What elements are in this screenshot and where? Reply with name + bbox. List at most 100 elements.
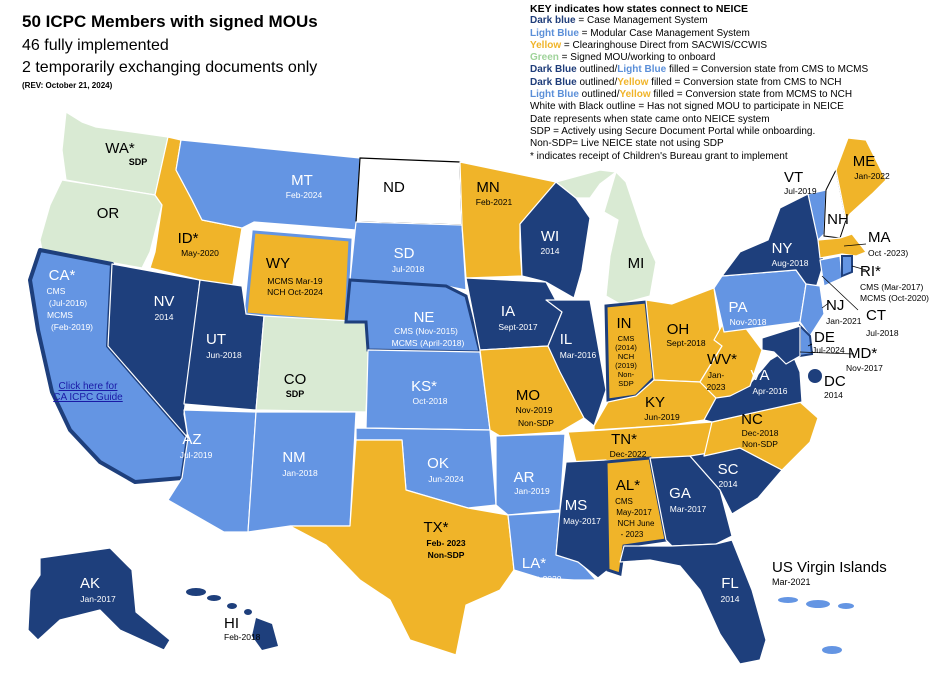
- key-line-cms-nch: Dark Blue outlined/Yellow filled = Conve…: [530, 76, 842, 88]
- implemented-count: 46 fully implemented: [22, 37, 169, 54]
- state-nj[interactable]: [799, 283, 825, 337]
- key-line-green: Green = Signed MOU/working to onboard: [530, 52, 716, 64]
- vt-abbr: VT: [784, 169, 803, 186]
- state-va[interactable]: [703, 347, 803, 423]
- ak-abbr: AK: [80, 575, 100, 592]
- ca-icpc-guide-link[interactable]: Click here for CA ICPC Guide: [53, 381, 123, 403]
- ut-date: Jun-2018: [206, 350, 242, 360]
- state-hi[interactable]: [186, 588, 278, 650]
- ma-abbr: MA: [868, 229, 891, 246]
- state-tx[interactable]: [289, 439, 515, 656]
- dc-date: 2014: [824, 390, 843, 400]
- key-line-non-sdp: Non-SDP= Live NEICE state not using SDP: [530, 138, 724, 150]
- in-line1: CMS: [618, 334, 635, 343]
- state-dc[interactable]: [808, 369, 822, 383]
- ks-date: Oct-2018: [413, 396, 448, 406]
- ut-abbr: UT: [206, 331, 226, 348]
- wy-line2: NCH Oct-2024: [267, 287, 323, 297]
- id-date: May-2020: [181, 248, 219, 258]
- pa-date: Nov-2018: [730, 317, 767, 327]
- in-line5: Non-: [618, 370, 635, 379]
- state-in[interactable]: [604, 300, 656, 402]
- ia-abbr: IA: [501, 303, 515, 320]
- state-co[interactable]: [255, 315, 371, 413]
- vt-date: Jul-2019: [784, 186, 817, 196]
- wy-abbr: WY: [266, 255, 290, 272]
- mn-abbr: MN: [476, 179, 499, 196]
- temporary-count: 2 temporarily exchanging documents only: [22, 59, 318, 76]
- ne-line2: MCMS (April-2018): [392, 338, 465, 348]
- co-sdp: SDP: [286, 389, 305, 399]
- wa-sdp: SDP: [129, 157, 148, 167]
- al-line4: - 2023: [621, 530, 644, 539]
- va-abbr: VA: [751, 367, 770, 384]
- sd-date: Jul-2018: [392, 264, 425, 274]
- state-nh[interactable]: [823, 168, 847, 239]
- la-abbr: LA*: [522, 555, 546, 572]
- nj-date: Jan-2021: [826, 316, 862, 326]
- state-nc[interactable]: [703, 401, 819, 471]
- state-ct[interactable]: [819, 255, 843, 287]
- al-abbr: AL*: [616, 477, 640, 494]
- virgin-islands[interactable]: [778, 597, 854, 654]
- ca-line2: (Jul-2016): [49, 298, 87, 308]
- state-ri[interactable]: [841, 255, 853, 278]
- tn-abbr: TN*: [611, 431, 637, 448]
- la-date: Oct-2020: [527, 574, 562, 584]
- id-abbr: ID*: [178, 230, 199, 247]
- state-sd[interactable]: [349, 221, 467, 291]
- ok-abbr: OK: [427, 455, 449, 472]
- oh-abbr: OH: [667, 321, 690, 338]
- state-md[interactable]: [761, 325, 801, 365]
- state-fl[interactable]: [619, 539, 767, 665]
- ca-line3: MCMS: [47, 310, 73, 320]
- sc-date: 2014: [719, 479, 738, 489]
- virgin-islands-date: Mar-2021: [772, 577, 811, 587]
- wv-line1: Jan-: [708, 370, 725, 380]
- ma-date: Oct -2023): [868, 248, 908, 258]
- tx-line2: Non-SDP: [428, 550, 465, 560]
- key-title: KEY indicates how states connect to NEIC…: [530, 3, 749, 15]
- hi-abbr: HI: [224, 615, 239, 632]
- mi-abbr: MI: [628, 255, 645, 272]
- nd-abbr: ND: [383, 179, 405, 196]
- sc-abbr: SC: [718, 461, 739, 478]
- state-mn[interactable]: [459, 161, 557, 279]
- dc-abbr: DC: [824, 373, 846, 390]
- state-me[interactable]: [835, 137, 887, 221]
- state-ma[interactable]: [817, 233, 867, 259]
- va-date: Apr-2016: [753, 386, 788, 396]
- state-mi-up[interactable]: [555, 169, 617, 199]
- ks-abbr: KS*: [411, 378, 437, 395]
- tx-line1: Feb- 2023: [426, 538, 465, 548]
- key-line-date: Date represents when state came onto NEI…: [530, 113, 770, 125]
- key-line-sdp: SDP = Actively using Secure Document Por…: [530, 125, 816, 137]
- wa-abbr: WA*: [105, 140, 135, 157]
- ri-line1: CMS (Mar-2017): [860, 282, 923, 292]
- ky-date: Jun-2019: [644, 412, 680, 422]
- state-nd[interactable]: [355, 157, 463, 226]
- az-date: Jul-2019: [180, 450, 213, 460]
- ca-line1: CMS: [47, 286, 66, 296]
- wv-line2: 2023: [707, 382, 726, 392]
- tn-date: Dec-2022: [610, 449, 647, 459]
- mo-line2: Non-SDP: [518, 418, 554, 428]
- fl-abbr: FL: [721, 575, 739, 592]
- md-abbr: MD*: [848, 345, 877, 362]
- state-ak[interactable]: [27, 547, 171, 651]
- in-line4: (2019): [615, 361, 637, 370]
- state-mt[interactable]: [175, 139, 361, 231]
- nj-abbr: NJ: [826, 297, 844, 314]
- md-date: Nov-2017: [846, 363, 883, 373]
- state-mi[interactable]: [603, 171, 657, 305]
- il-date: Mar-2016: [560, 350, 597, 360]
- in-line3: NCH: [618, 352, 634, 361]
- de-abbr: DE: [814, 329, 835, 346]
- hi-date: Feb-2018: [224, 632, 261, 642]
- nm-abbr: NM: [282, 449, 305, 466]
- in-abbr: IN: [617, 315, 632, 332]
- state-il[interactable]: [545, 299, 607, 427]
- ca-line4: (Feb-2019): [51, 322, 93, 332]
- key-line-white: White with Black outline = Has not signe…: [530, 101, 844, 113]
- state-ar[interactable]: [495, 433, 566, 516]
